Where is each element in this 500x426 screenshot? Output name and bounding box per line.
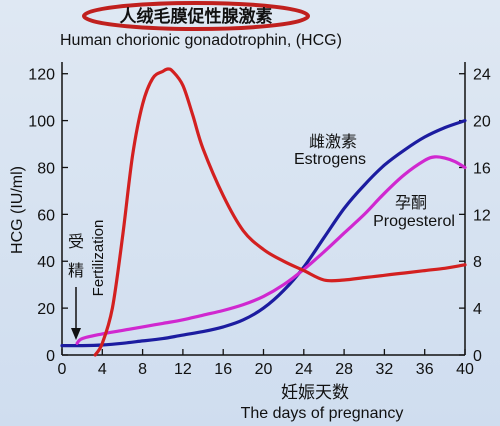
x-tick-label: 8 (138, 361, 147, 378)
series-group (60, 67, 467, 357)
x-tick-label: 28 (335, 361, 353, 378)
hcg-curve (93, 67, 467, 357)
x-tick-label: 12 (174, 361, 192, 378)
estrogens-label-en: Estrogens (294, 151, 366, 168)
x-tick-label: 4 (98, 361, 107, 378)
y-right-tick-label: 12 (473, 207, 491, 224)
y-right-tick-label: 16 (473, 160, 491, 177)
x-tick-label: 20 (255, 361, 273, 378)
fertilization-label-en: Fertilization (90, 220, 107, 297)
progesterol-label-cn: 孕酮 (395, 195, 427, 212)
estrogens-curve (60, 119, 467, 348)
y-left-tick-label: 100 (28, 114, 55, 131)
y-right-tick-label: 8 (473, 254, 482, 271)
chart-title-en: Human chorionic gonadotrophin, (HCG) (60, 32, 342, 49)
fertilization-label-cn-2: 精 (68, 262, 84, 280)
y-right-tick-label: 0 (473, 348, 482, 365)
x-tick-label: 40 (456, 361, 474, 378)
title-ellipse (82, 1, 310, 31)
y-left-tick-label: 20 (37, 301, 55, 318)
x-axis-label-en: The days of pregnancy (241, 405, 404, 422)
x-tick-label: 16 (214, 361, 232, 378)
estrogens-label-cn: 雌激素 (309, 133, 357, 151)
y-left-tick-label: 120 (28, 67, 55, 84)
fertilization-arrow-head (71, 328, 81, 340)
y-axis-label: HCG (IU/ml) (9, 166, 26, 254)
x-tick-label: 24 (295, 361, 313, 378)
y-left-tick-label: 80 (37, 160, 55, 177)
fertilization-label-cn-1: 受 (68, 233, 84, 251)
progesterol-label-en: Progesterol (373, 213, 455, 230)
y-right-tick-label: 20 (473, 114, 491, 131)
y-right-tick-label: 4 (473, 301, 482, 318)
y-left-tick-label: 0 (46, 348, 55, 365)
y-left-tick-label: 40 (37, 254, 55, 271)
progesterol-curve (75, 155, 467, 345)
x-tick-label: 36 (416, 361, 434, 378)
x-tick-label: 0 (58, 361, 67, 378)
x-axis-label-cn: 妊娠天数 (281, 383, 349, 402)
y-left-tick-label: 60 (37, 207, 55, 224)
x-tick-label: 32 (376, 361, 394, 378)
chart-title-cn: 人绒毛膜促性腺激素 (120, 6, 273, 26)
tick-group: 0 4 8 12 16 20 24 28 32 36 40020406080100120048121… (28, 67, 491, 378)
y-right-tick-label: 24 (473, 67, 491, 84)
